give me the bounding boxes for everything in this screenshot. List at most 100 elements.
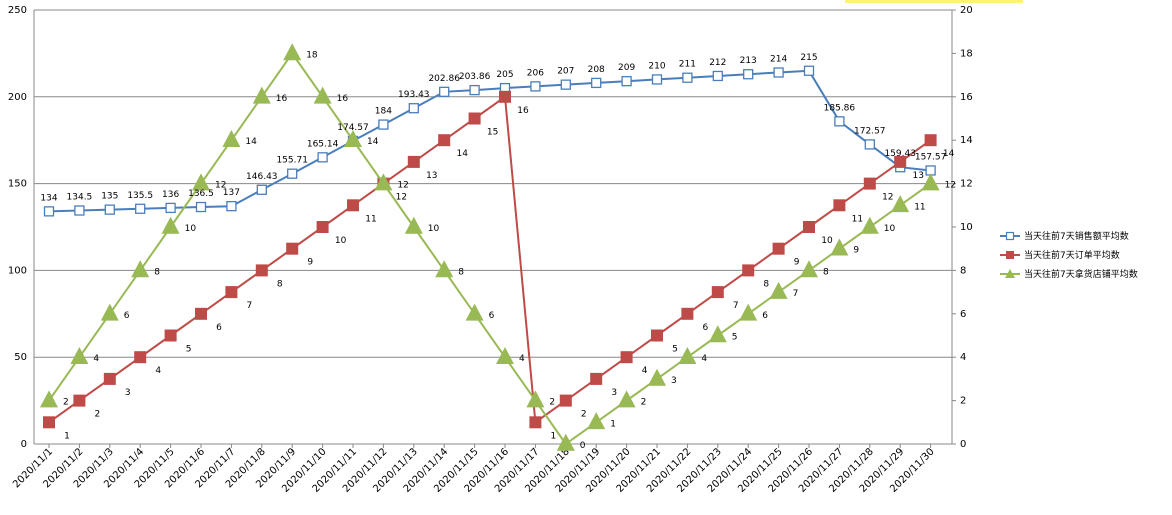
data-point <box>526 390 545 408</box>
data-label: 6 <box>762 311 768 321</box>
data-point <box>316 221 329 233</box>
data-point <box>556 433 575 451</box>
data-label: 136.5 <box>188 189 214 199</box>
y-right-tick-label: 6 <box>960 309 966 320</box>
data-point <box>192 173 210 191</box>
data-label: 193.43 <box>398 90 430 100</box>
data-label: 7 <box>733 301 739 311</box>
data-label: 213 <box>740 56 757 66</box>
data-point <box>587 412 606 430</box>
data-point <box>74 205 85 216</box>
data-label: 16 <box>337 94 349 104</box>
data-point <box>769 281 788 299</box>
data-point <box>287 168 298 179</box>
data-label: 0 <box>580 441 586 451</box>
data-point <box>104 204 115 215</box>
data-label: 15 <box>487 128 498 138</box>
data-label: 8 <box>763 279 769 289</box>
data-point <box>404 216 423 234</box>
data-point <box>833 199 846 212</box>
data-point <box>374 173 393 191</box>
y-right-tick-label: 12 <box>960 179 973 190</box>
y-left-tick-label: 150 <box>8 179 27 190</box>
data-point <box>864 139 875 150</box>
data-point <box>834 116 845 127</box>
data-label: 12 <box>882 193 893 203</box>
data-point <box>43 206 55 217</box>
data-point <box>286 242 299 255</box>
data-label: 4 <box>155 366 161 376</box>
data-label: 146.43 <box>246 172 278 182</box>
data-label: 207 <box>557 67 574 77</box>
data-point <box>560 79 571 90</box>
data-point <box>135 203 146 214</box>
data-label: 3 <box>671 376 677 386</box>
data-label: 9 <box>794 258 800 268</box>
data-point <box>772 242 785 255</box>
data-label: 184 <box>375 107 392 117</box>
y-right-tick-label: 10 <box>960 222 973 233</box>
data-label: 8 <box>154 267 160 277</box>
data-label: 172.57 <box>854 126 886 136</box>
y-right-tick-label: 20 <box>960 5 973 16</box>
data-label: 2 <box>581 410 587 420</box>
data-label: 159.43 <box>884 149 916 159</box>
data-label: 4 <box>519 354 525 364</box>
data-label: 7 <box>247 301 253 311</box>
data-label: 135 <box>101 192 118 202</box>
data-point <box>100 303 119 321</box>
data-label: 11 <box>365 214 376 224</box>
data-point <box>620 351 633 364</box>
data-point <box>408 103 419 114</box>
data-point <box>131 260 150 278</box>
data-label: 3 <box>125 388 131 398</box>
data-point <box>651 329 663 342</box>
data-label: 6 <box>489 311 495 321</box>
y-left-tick-label: 0 <box>21 439 27 450</box>
y-right-tick-label: 14 <box>960 135 973 146</box>
data-point <box>439 86 450 97</box>
data-label: 137 <box>223 188 240 198</box>
series-line <box>48 51 932 446</box>
y-left-tick-label: 100 <box>8 265 27 276</box>
data-point <box>256 184 267 195</box>
data-label: 210 <box>648 61 665 71</box>
data-point <box>70 347 89 364</box>
legend-label: 当天往前7天拿货店铺平均数 <box>1024 268 1138 280</box>
data-label: 10 <box>335 236 347 246</box>
data-point <box>347 199 359 212</box>
data-point <box>283 43 302 61</box>
data-point <box>73 394 86 407</box>
data-label: 215 <box>800 53 817 63</box>
data-point <box>800 260 818 278</box>
y-right-tick-label: 2 <box>960 396 966 407</box>
data-label: 165.14 <box>307 139 339 149</box>
data-label: 10 <box>185 224 197 234</box>
data-label: 185.86 <box>824 103 856 113</box>
legend-label: 当天往前7天销售额平均数 <box>1024 230 1129 242</box>
data-label: 4 <box>93 354 99 364</box>
y-left-tick-label: 250 <box>8 5 27 16</box>
data-label: 209 <box>618 63 635 73</box>
data-label: 16 <box>517 106 529 116</box>
data-label: 212 <box>709 58 726 68</box>
series <box>40 43 940 451</box>
data-label: 7 <box>793 289 799 299</box>
data-label: 14 <box>245 137 257 147</box>
data-label: 14 <box>456 149 468 159</box>
data-label: 5 <box>672 345 678 355</box>
data-point <box>860 216 879 234</box>
data-label: 9 <box>307 258 313 268</box>
data-label: 135.5 <box>127 191 153 201</box>
data-label: 134 <box>40 193 57 203</box>
data-point <box>134 351 147 364</box>
data-point <box>468 112 481 125</box>
data-label: 10 <box>821 236 833 246</box>
data-point <box>891 195 910 213</box>
data-point <box>743 69 754 80</box>
data-point <box>165 202 176 214</box>
data-point <box>222 130 241 147</box>
data-label: 2 <box>549 398 555 408</box>
data-label: 13 <box>426 171 437 181</box>
